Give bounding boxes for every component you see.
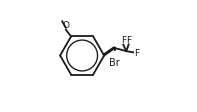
- Text: F: F: [126, 35, 131, 44]
- Text: F: F: [121, 36, 126, 44]
- Text: F: F: [135, 48, 140, 57]
- Text: O: O: [62, 21, 69, 30]
- Text: Br: Br: [109, 57, 120, 67]
